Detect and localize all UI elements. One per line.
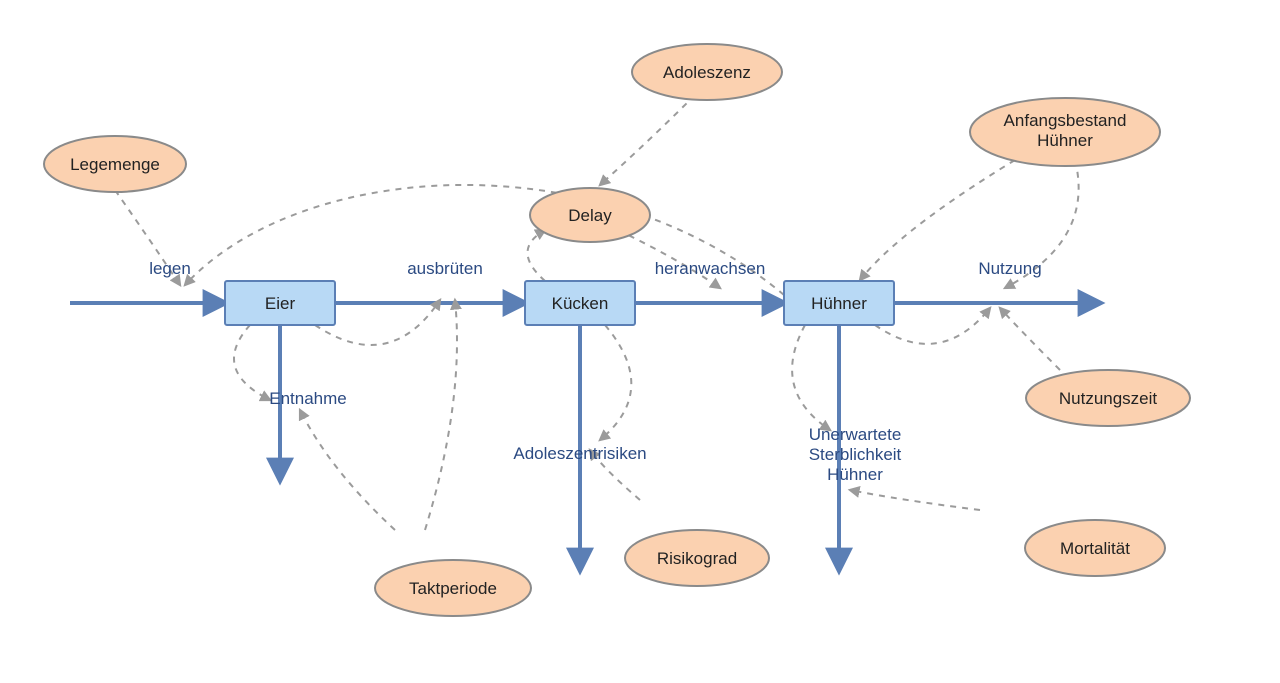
label-nutzung: Nutzung: [978, 259, 1041, 278]
label-adoleszentrisiken: Adoleszentrisiken: [513, 444, 646, 463]
label-heranwachsen: heranwachsen: [655, 259, 766, 278]
param-legemenge-label: Legemenge: [70, 155, 160, 174]
link-kuecken-delay: [528, 230, 546, 281]
param-anfangsbestand-label-2: Hühner: [1037, 131, 1093, 150]
stock-kuecken-label: Kücken: [552, 294, 609, 313]
link-adoleszenz-delay: [600, 95, 695, 185]
label-sterblichkeit-3: Hühner: [827, 465, 883, 484]
stock-eier-label: Eier: [265, 294, 296, 313]
label-sterblichkeit-2: Sterblichkeit: [809, 445, 902, 464]
link-huehner-legen: [185, 185, 784, 295]
label-legen: legen: [149, 259, 191, 278]
link-eier-entnahme: [234, 325, 270, 400]
link-kuecken-risiken: [600, 325, 631, 440]
param-nutzungszeit-label: Nutzungszeit: [1059, 389, 1158, 408]
param-adoleszenz-label: Adoleszenz: [663, 63, 751, 82]
link-taktperiode-entnahme: [300, 410, 395, 530]
link-mortalitaet-sterblichkeit: [850, 490, 980, 510]
label-sterblichkeit-1: Unerwartete: [809, 425, 902, 444]
label-entnahme: Entnahme: [269, 389, 347, 408]
stock-huehner-label: Hühner: [811, 294, 867, 313]
link-huehner-sterblichkeit: [792, 325, 830, 430]
link-taktperiode-ausbrueten: [425, 300, 457, 530]
param-risikograd-label: Risikograd: [657, 549, 737, 568]
param-delay-label: Delay: [568, 206, 612, 225]
label-ausbrueten: ausbrüten: [407, 259, 483, 278]
flow-diagram: Eier Kücken Hühner Legemenge Adoleszenz …: [0, 0, 1280, 683]
param-taktperiode-label: Taktperiode: [409, 579, 497, 598]
param-mortalitaet-label: Mortalität: [1060, 539, 1130, 558]
stocks: Eier Kücken Hühner: [225, 281, 894, 325]
flow-arrows: [70, 303, 1100, 570]
params: Legemenge Adoleszenz Anfangsbestand Hühn…: [44, 44, 1190, 616]
param-anfangsbestand-label-1: Anfangsbestand: [1004, 111, 1127, 130]
link-nutzungszeit-nutzung: [1000, 308, 1060, 370]
